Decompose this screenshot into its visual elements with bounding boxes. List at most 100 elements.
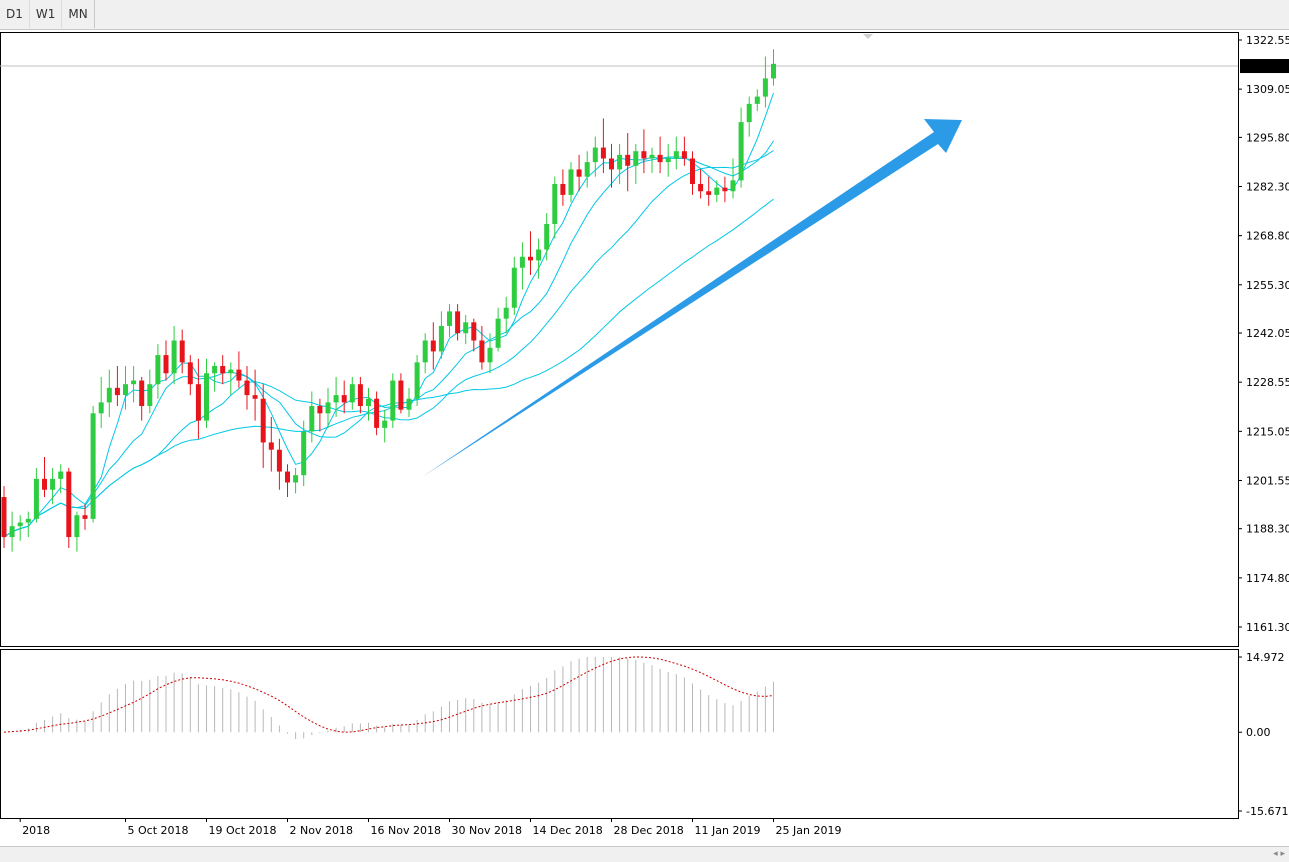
candle-body	[74, 515, 80, 538]
candle-body	[106, 387, 112, 403]
tab-w1[interactable]: W1	[28, 0, 62, 28]
candle-body	[455, 311, 461, 334]
candle-body	[665, 158, 671, 163]
candle-body	[195, 384, 201, 421]
candle-body	[754, 96, 760, 104]
osc-y-tick-label: -15.671	[1246, 805, 1288, 818]
tab-mn[interactable]: MN	[61, 0, 93, 28]
oscillator-pane-frame	[0, 649, 1239, 819]
candle-body	[746, 103, 752, 123]
candle-body	[301, 431, 307, 476]
candle-body	[212, 365, 218, 374]
candle-body	[503, 307, 509, 319]
candle-body	[309, 406, 315, 432]
candle-body	[366, 398, 371, 407]
candle-body	[706, 191, 712, 195]
candle-body	[422, 340, 428, 363]
candle-body	[600, 147, 606, 159]
candle-body	[1, 497, 7, 538]
candle-body	[479, 340, 485, 363]
candle-body	[641, 151, 647, 159]
candle-body	[617, 154, 623, 170]
candle-body	[252, 395, 258, 399]
main-pane-frame	[0, 32, 1239, 647]
candle-body	[171, 340, 177, 374]
y-tick-label: 1295.80	[1246, 131, 1289, 144]
x-tick-label: 5 Oct 2018	[128, 824, 189, 837]
candle-body	[552, 183, 558, 225]
x-tick-label: 30 Nov 2018	[452, 824, 522, 837]
candle-body	[147, 384, 153, 407]
y-tick-label: 1309.05	[1246, 83, 1289, 96]
candle-body	[390, 380, 396, 421]
candle-body	[220, 365, 226, 374]
y-tick-label: 1242.05	[1246, 327, 1289, 340]
y-tick-label: 1174.80	[1246, 572, 1289, 585]
candle-body	[236, 369, 242, 381]
candle-body	[714, 187, 720, 195]
candle-body	[98, 402, 104, 414]
candle-body	[382, 420, 388, 428]
horizontal-scrollbar[interactable]: ◂ ▸	[0, 846, 1289, 862]
x-tick-label: 2 Nov 2018	[290, 824, 353, 837]
candle-body	[560, 183, 566, 195]
candle-body	[519, 256, 525, 268]
candle-body	[50, 478, 56, 490]
scroll-arrows-icon[interactable]: ◂ ▸	[1273, 849, 1285, 859]
candle-body	[357, 384, 363, 407]
candle-body	[414, 362, 420, 399]
candle-body	[114, 387, 120, 396]
x-tick-label: 28 Dec 2018	[614, 824, 684, 837]
current-price-box	[1240, 59, 1289, 74]
candle-body	[690, 158, 695, 184]
candle-body	[163, 355, 169, 374]
y-tick-label: 1255.30	[1246, 279, 1289, 292]
y-tick-label: 1215.05	[1246, 425, 1289, 438]
candle-body	[123, 384, 128, 396]
candle-body	[228, 369, 234, 374]
candle-body	[204, 373, 209, 421]
candle-body	[42, 478, 47, 490]
candle-body	[568, 169, 574, 195]
candle-body	[374, 398, 380, 428]
candle-body	[528, 256, 533, 261]
moving-average-line	[3, 140, 774, 538]
candle-body	[609, 158, 614, 170]
osc-y-tick-label: 0.00	[1246, 726, 1271, 739]
candle-body	[762, 78, 768, 97]
candle-body	[447, 311, 452, 326]
candle-body	[511, 267, 517, 308]
candle-body	[657, 154, 663, 163]
y-tick-label: 1322.55	[1246, 34, 1289, 47]
candle-body	[333, 395, 339, 403]
trend-arrow	[422, 119, 962, 477]
candle-body	[276, 449, 282, 472]
candle-body	[139, 380, 145, 407]
x-tick-label: 16 Nov 2018	[371, 824, 441, 837]
tab-d1[interactable]: D1	[6, 7, 23, 21]
candle-body	[406, 398, 412, 410]
candle-body	[341, 395, 347, 403]
candle-body	[495, 318, 501, 348]
candle-body	[66, 471, 72, 538]
candle-body	[730, 180, 736, 192]
candle-body	[625, 154, 631, 166]
candle-body	[131, 380, 137, 385]
moving-average-line	[3, 198, 774, 538]
candle-body	[438, 325, 444, 352]
candle-body	[544, 224, 550, 250]
y-tick-label: 1188.30	[1246, 523, 1289, 536]
candle-body	[673, 151, 679, 159]
x-tick-label: 25 Jan 2019	[776, 824, 842, 837]
candle-body	[317, 406, 323, 414]
candle-body	[187, 362, 193, 385]
candle-body	[90, 413, 96, 519]
x-tick-label: 2018	[22, 824, 50, 837]
x-tick-label: 14 Dec 2018	[533, 824, 603, 837]
timeframe-toolbar: D1 W1 MN	[0, 0, 1289, 30]
candle-body	[398, 380, 404, 410]
current-price-label: 1315.40	[1243, 60, 1289, 73]
candle-body	[17, 522, 23, 527]
candle-body	[430, 340, 436, 352]
